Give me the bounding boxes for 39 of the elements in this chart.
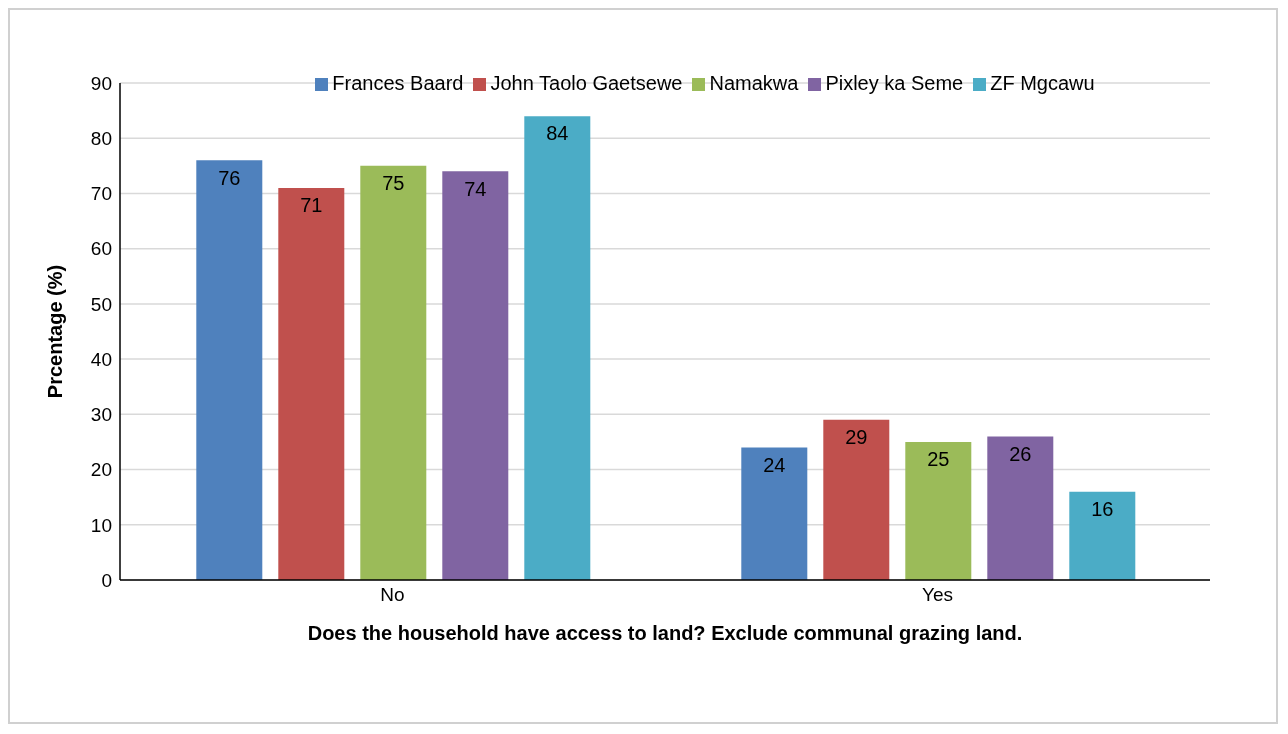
data-label: 24	[763, 453, 786, 476]
data-label: 75	[382, 172, 405, 195]
bar	[987, 436, 1054, 580]
y-tick-label: 90	[90, 72, 112, 94]
bar	[1069, 491, 1136, 580]
x-tick-label: No	[380, 584, 405, 606]
y-axis-title: Prcentage (%)	[44, 264, 67, 399]
bar	[524, 116, 591, 580]
x-tick-label: Yes	[922, 584, 953, 606]
legend-label: Frances Baard	[332, 72, 464, 94]
y-tick-label: 40	[90, 348, 112, 370]
y-tick-label: 0	[101, 569, 112, 591]
y-tick-label: 70	[90, 183, 112, 205]
legend-label: Namakwa	[709, 72, 799, 94]
data-label: 84	[546, 122, 569, 145]
data-label: 26	[1009, 442, 1032, 465]
bar	[442, 171, 509, 580]
bar	[741, 447, 808, 580]
y-tick-label: 20	[90, 459, 112, 481]
bar	[278, 187, 345, 580]
data-label: 29	[845, 426, 868, 449]
bar	[196, 160, 263, 580]
y-tick-label: 80	[90, 127, 112, 149]
y-tick-label: 10	[90, 514, 112, 536]
bar	[360, 165, 427, 580]
data-label: 76	[218, 166, 241, 189]
bar	[905, 441, 972, 580]
data-label: 16	[1091, 497, 1114, 520]
y-tick-label: 30	[90, 404, 112, 426]
y-tick-label: 60	[90, 238, 112, 260]
bar	[823, 419, 890, 580]
legend-label: John Taolo Gaetsewe	[490, 72, 683, 94]
legend-label: ZF Mgcawu	[990, 72, 1095, 94]
x-axis-title: Does the household have access to land? Exclude communal grazing land.	[307, 622, 1023, 644]
data-label: 74	[464, 177, 487, 200]
legend-label: Pixley ka Seme	[825, 72, 964, 94]
y-tick-label: 50	[90, 293, 112, 315]
data-label: 25	[927, 448, 950, 471]
data-label: 71	[300, 194, 323, 217]
